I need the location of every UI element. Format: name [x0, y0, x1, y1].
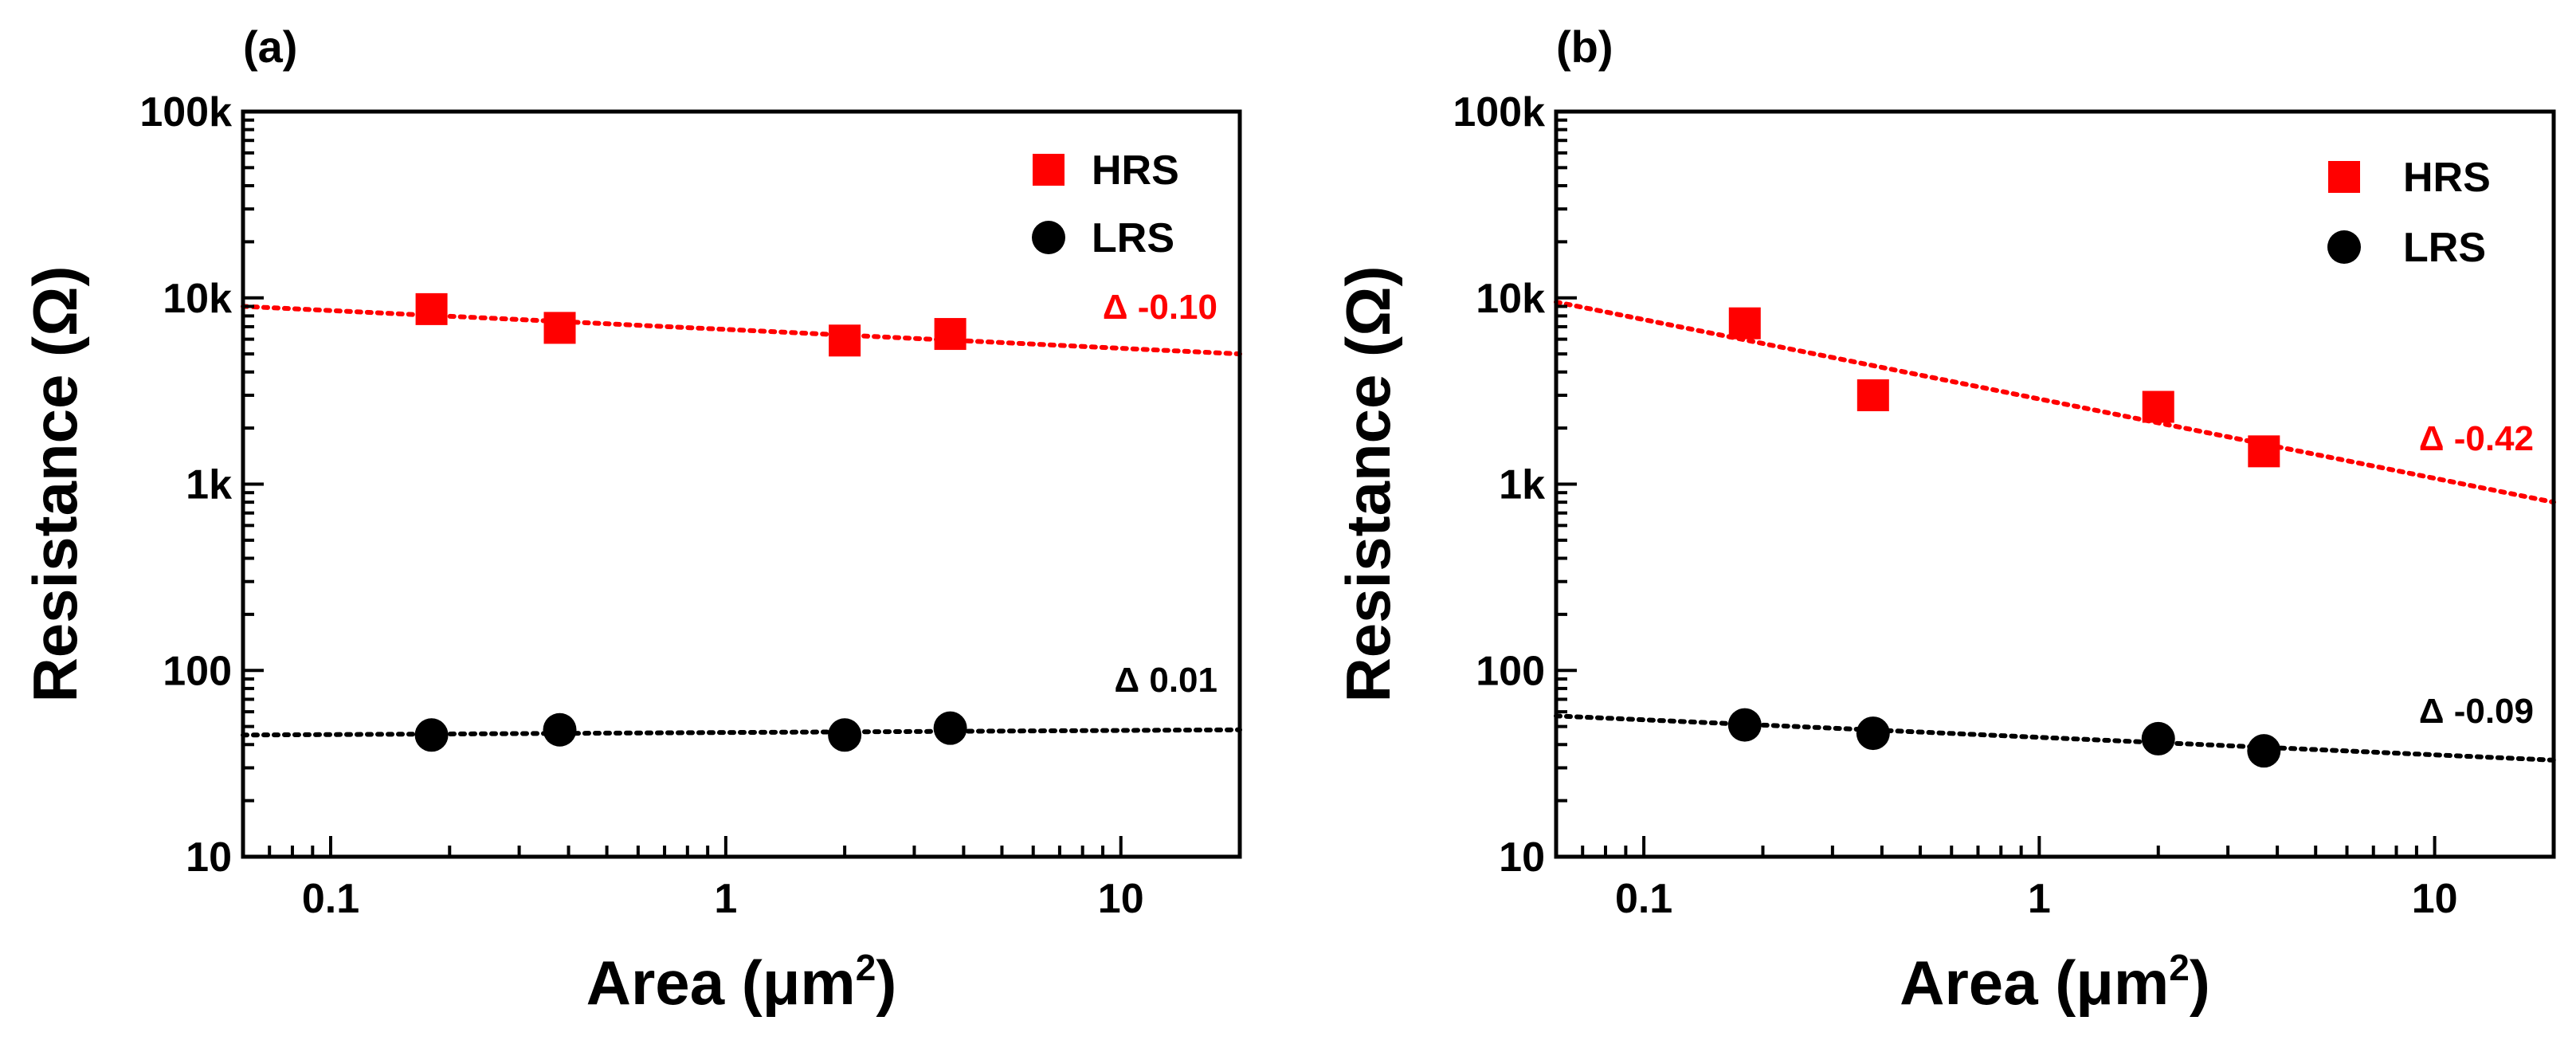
y-tick-label: 100 [163, 648, 232, 694]
legend-marker-hrs [2328, 161, 2360, 193]
fit-line-lrs [1554, 713, 2556, 763]
data-point-lrs [2141, 721, 2175, 756]
x-axis-title-close: ) [876, 948, 896, 1018]
data-point-lrs [933, 711, 967, 745]
fit-line-hrs [1554, 299, 2556, 505]
panel-label: (a) [243, 22, 297, 72]
y-tick-label: 100k [139, 89, 232, 135]
data-point-hrs [1857, 379, 1889, 411]
x-axis-title: Area (μm2) [1900, 947, 2210, 1018]
x-tick-label: 10 [1098, 876, 1144, 922]
x-tick-label: 0.1 [302, 876, 359, 922]
chart-panel-b: (b) 0.1 1 10 10 100 1k 10k 100k Area (μm2) Resista… [1333, 22, 2556, 1018]
y-tick-label: 10k [163, 276, 232, 322]
data-point-lrs [2247, 734, 2281, 768]
fit-line-hrs [241, 304, 1242, 357]
data-point-hrs [543, 312, 576, 344]
plot-frame [241, 109, 1242, 859]
data-point-lrs [543, 712, 577, 747]
legend-marker-lrs [2327, 230, 2361, 264]
legend-marker-lrs [1032, 221, 1065, 254]
y-tick-label: 10 [1499, 834, 1545, 881]
y-tick-label: 100 [1476, 648, 1545, 694]
slope-label-lrs: Δ 0.01 [1115, 661, 1218, 700]
data-point-hrs [934, 318, 966, 351]
x-axis-title-main: Area (μm [1900, 948, 2169, 1018]
legend-marker-hrs [1033, 154, 1065, 186]
y-tick-label: 10k [1476, 276, 1545, 322]
x-tick-label: 1 [2028, 876, 2051, 922]
data-point-hrs [1728, 307, 1761, 339]
x-tick-label: 10 [2412, 876, 2458, 922]
data-point-hrs [2142, 391, 2174, 423]
x-axis-title: Area (μm2) [586, 947, 897, 1018]
x-axis-title-close: ) [2190, 948, 2210, 1018]
x-axis-title-main: Area (μm [586, 948, 856, 1018]
y-axis-title: Resistance (Ω) [1333, 265, 1403, 702]
x-axis-title-superscript: 2 [2169, 947, 2190, 988]
x-axis-title-superscript: 2 [856, 947, 876, 988]
legend-label-hrs: HRS [1092, 147, 1179, 194]
slope-label-hrs: Δ -0.42 [2419, 419, 2534, 458]
fit-line-lrs [241, 727, 1242, 738]
data-point-lrs [828, 718, 862, 752]
y-axis-title: Resistance (Ω) [20, 265, 90, 702]
data-point-lrs [414, 718, 449, 752]
plot-frame [1554, 109, 2556, 859]
x-tick-label: 1 [714, 876, 737, 922]
y-tick-label: 10 [186, 834, 232, 881]
data-point-hrs [2248, 435, 2280, 468]
y-tick-label: 1k [186, 462, 232, 508]
legend-label-lrs: LRS [2403, 225, 2486, 271]
legend-label-lrs: LRS [1092, 215, 1174, 261]
slope-label-lrs: Δ -0.09 [2419, 692, 2534, 731]
data-point-lrs [1856, 716, 1890, 751]
legend-label-hrs: HRS [2403, 155, 2491, 201]
slope-label-hrs: Δ -0.10 [1103, 288, 1217, 327]
y-tick-label: 100k [1453, 89, 1545, 135]
data-point-hrs [829, 324, 861, 357]
panel-label: (b) [1556, 22, 1613, 72]
data-point-hrs [415, 292, 448, 325]
chart-panel-a: (a) 0.1 1 10 10 100 1k 10k 100k Area (μm2) Resista… [20, 22, 1242, 1018]
x-tick-label: 0.1 [1615, 876, 1672, 922]
data-point-lrs [1727, 708, 1762, 742]
y-tick-label: 1k [1499, 462, 1545, 508]
